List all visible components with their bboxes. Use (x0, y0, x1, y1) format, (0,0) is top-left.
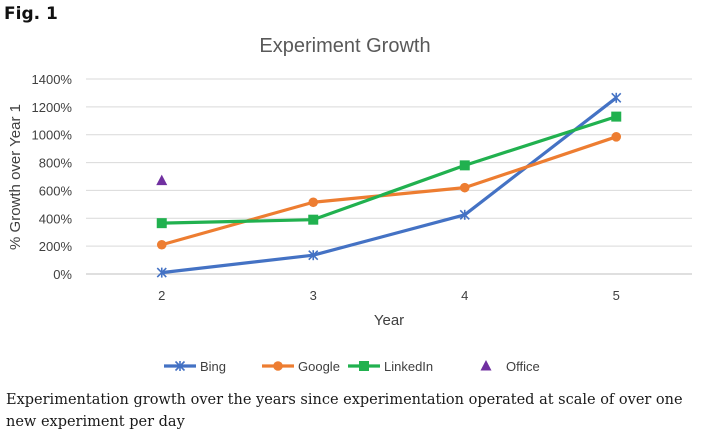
data-point-google (156, 239, 167, 250)
data-point-linkedin (308, 214, 319, 225)
legend-marker-office (480, 360, 492, 371)
chart-title: Experiment Growth (259, 35, 430, 57)
legend-item-bing: Bing (164, 359, 226, 374)
data-point-bing (156, 267, 167, 278)
y-tick-label: 600% (39, 183, 73, 198)
data-point-linkedin (611, 111, 622, 122)
figure-label: Fig. 1 (4, 4, 58, 24)
legend-label-bing: Bing (200, 359, 226, 374)
y-tick-label: 1400% (32, 72, 73, 87)
legend-marker-linkedin (359, 361, 369, 371)
y-axis-label: % Growth over Year 1 (7, 104, 24, 250)
y-tick-label: 1200% (32, 100, 73, 115)
legend: Bing Google LinkedIn Office (164, 359, 540, 374)
legend-label-office: Office (506, 359, 540, 374)
y-tick-label: 1000% (32, 128, 73, 143)
series-line-google (161, 135, 617, 247)
data-point-bing (611, 92, 622, 103)
legend-marker-google (273, 361, 283, 371)
data-point-linkedin (156, 218, 167, 229)
x-tick-label: 5 (613, 288, 620, 303)
data-point-google (308, 197, 319, 208)
legend-item-google: Google (262, 359, 340, 374)
data-point-bing (459, 209, 470, 220)
x-tick-label: 4 (461, 288, 468, 303)
series-line-linkedin (161, 115, 617, 225)
line-chart: Experiment Growth 0% 200% 400% 600% 800% 1000… (7, 35, 692, 374)
x-tick-label: 3 (310, 288, 317, 303)
series-line-bing (161, 96, 618, 275)
series-google (156, 132, 622, 250)
figure-caption: Experimentation growth over the years si… (6, 392, 683, 430)
y-tick-label: 800% (39, 156, 73, 171)
legend-item-linkedin: LinkedIn (348, 359, 433, 374)
x-axis-ticks: 2 3 4 5 (158, 288, 620, 303)
y-tick-label: 400% (39, 211, 73, 226)
y-axis-ticks: 0% 200% 400% 600% 800% 1000% 1200% 1400% (32, 72, 73, 282)
legend-item-office: Office (480, 359, 540, 374)
series-linkedin (156, 111, 622, 229)
data-point-linkedin (459, 160, 470, 171)
legend-label-google: Google (298, 359, 340, 374)
series-layer (156, 92, 622, 278)
data-point-office (156, 174, 168, 186)
gridlines (86, 78, 692, 275)
series-office (156, 174, 168, 186)
x-tick-label: 2 (158, 288, 165, 303)
data-point-bing (308, 250, 319, 261)
y-tick-label: 200% (39, 239, 73, 254)
legend-marker-bing (174, 360, 186, 372)
series-bing (156, 92, 622, 278)
legend-label-linkedin: LinkedIn (384, 359, 433, 374)
y-tick-label: 0% (53, 267, 72, 282)
data-point-google (611, 132, 622, 142)
data-point-google (459, 182, 470, 193)
x-axis-label: Year (374, 312, 404, 329)
